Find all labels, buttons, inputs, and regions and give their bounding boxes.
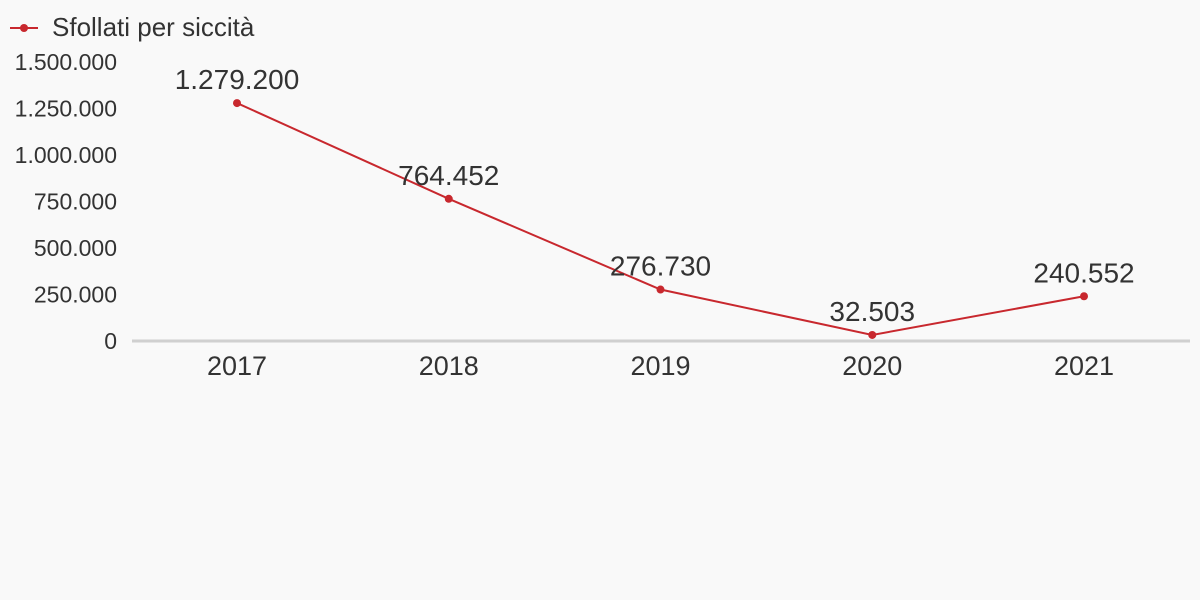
legend-marker-icon [20, 24, 28, 32]
data-label: 240.552 [1033, 257, 1134, 288]
x-tick-label: 2021 [1054, 351, 1114, 381]
series-line [233, 99, 1088, 339]
y-tick-label: 250.000 [34, 282, 117, 308]
data-point [233, 99, 241, 108]
legend-label: Sfollati per siccità [52, 12, 255, 42]
data-label: 1.279.200 [175, 64, 300, 95]
y-tick-label: 1.250.000 [15, 96, 117, 122]
data-labels: 1.279.200 764.452 276.730 32.503 240.552 [175, 64, 1135, 327]
x-tick-label: 2018 [419, 351, 479, 381]
data-label: 764.452 [398, 160, 499, 191]
x-axis: 2017 2018 2019 2020 2021 [207, 351, 1114, 381]
data-point [1080, 292, 1088, 301]
y-tick-label: 0 [104, 328, 117, 354]
data-point [656, 285, 665, 294]
data-label: 32.503 [829, 296, 915, 327]
data-point [868, 330, 877, 339]
y-tick-label: 1.500.000 [15, 49, 117, 75]
data-point [444, 194, 453, 203]
x-tick-label: 2020 [842, 351, 902, 381]
y-tick-label: 500.000 [34, 235, 117, 261]
x-tick-label: 2017 [207, 351, 267, 381]
x-tick-label: 2019 [630, 351, 690, 381]
y-tick-label: 1.000.000 [15, 142, 117, 168]
series-line-path [236, 102, 1085, 336]
y-tick-label: 750.000 [34, 189, 117, 215]
y-axis: 0 250.000 500.000 750.000 1.000.000 1.250.000… [15, 49, 117, 354]
data-label: 276.730 [610, 251, 711, 282]
chart-legend: Sfollati per siccità [10, 12, 255, 42]
